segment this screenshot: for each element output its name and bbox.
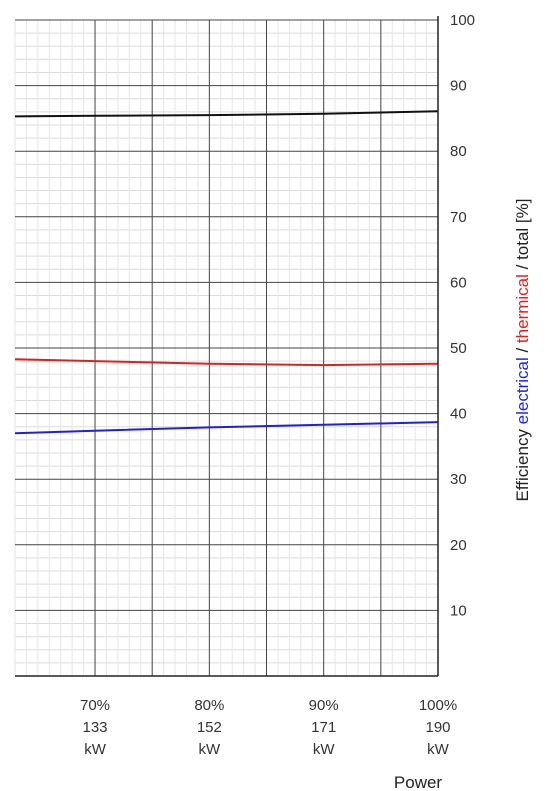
y-axis-label: Efficiency electrical / thermical / tota… (513, 199, 532, 502)
x-tick-label: 100% 190 kW (419, 697, 457, 758)
minor-gridlines (14, 20, 438, 676)
y-tick-label: 80 (450, 143, 467, 160)
x-axis-label: Power (394, 773, 443, 791)
y-tick-label: 40 (450, 406, 467, 423)
series-line-1 (14, 110, 439, 118)
y-tick-labels: 10 20 30 40 50 60 70 80 90 100 (450, 12, 475, 619)
x-tick-label: 80% 152 kW (194, 697, 224, 758)
series-line-3 (14, 421, 439, 435)
y-tick-label: 90 (450, 78, 467, 95)
y-tick-label: 50 (450, 340, 467, 357)
y-tick-label: 60 (450, 274, 467, 291)
x-tick-label: 70% 133 kW (80, 697, 110, 758)
y-tick-label: 20 (450, 537, 467, 554)
series-lines (14, 110, 439, 435)
series-line-2 (14, 358, 439, 367)
major-gridlines (15, 19, 438, 676)
y-tick-label: 10 (450, 602, 467, 619)
y-tick-label: 100 (450, 12, 475, 29)
y-tick-label: 70 (450, 209, 467, 226)
x-tick-label: 90% 171 kW (309, 697, 339, 758)
y-tick-label: 30 (450, 471, 467, 488)
x-tick-labels: 70% 133 kW 80% 152 kW 90% 171 kW 100% 190 kW (80, 697, 457, 758)
